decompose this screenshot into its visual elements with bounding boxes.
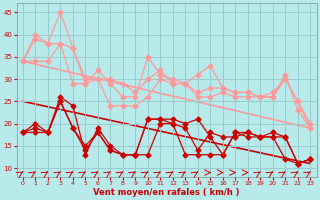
X-axis label: Vent moyen/en rafales ( km/h ): Vent moyen/en rafales ( km/h ): [93, 188, 240, 197]
